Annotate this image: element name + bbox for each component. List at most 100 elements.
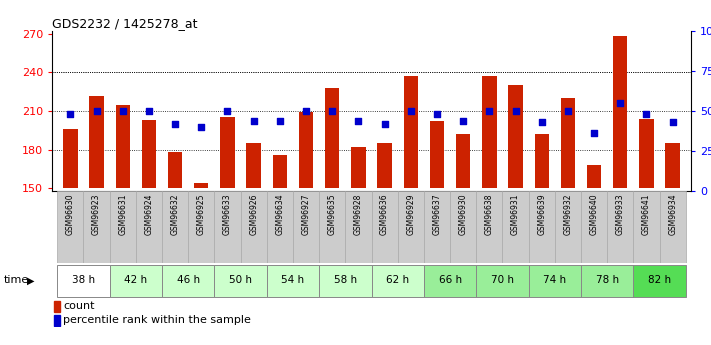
Point [196,124,207,130]
Text: GSM96640: GSM96640 [589,193,599,235]
Point [589,131,600,136]
Bar [372,191,397,263]
Bar [561,98,575,188]
Bar [83,191,109,263]
Text: 70 h: 70 h [491,275,514,285]
Bar [136,191,162,263]
Bar [54,301,60,312]
Text: GSM96630: GSM96630 [66,193,75,235]
Bar [299,112,314,188]
Bar [162,191,188,263]
Text: 58 h: 58 h [333,275,357,285]
Bar [424,265,476,297]
Bar [115,105,130,188]
Bar [267,191,293,263]
Bar [319,191,346,263]
Bar [660,191,686,263]
Text: 78 h: 78 h [596,275,619,285]
Bar [607,191,634,263]
Bar [215,265,267,297]
Bar [508,85,523,188]
Text: GDS2232 / 1425278_at: GDS2232 / 1425278_at [52,17,198,30]
Text: 50 h: 50 h [229,275,252,285]
Bar [194,183,208,188]
Bar [476,265,529,297]
Bar [247,143,261,188]
Bar [397,191,424,263]
Text: GSM96934: GSM96934 [668,193,677,235]
Bar [581,191,607,263]
Bar [58,191,83,263]
Bar [482,76,496,188]
Text: GSM96636: GSM96636 [380,193,389,235]
Bar [429,121,444,188]
Point [248,118,260,124]
Text: 82 h: 82 h [648,275,671,285]
Bar [503,191,529,263]
Bar [639,119,653,188]
Text: 46 h: 46 h [176,275,200,285]
Point [143,108,154,114]
Bar [240,191,267,263]
Text: GSM96928: GSM96928 [354,193,363,235]
Bar [168,152,182,188]
Point [274,118,286,124]
Text: GSM96635: GSM96635 [328,193,337,235]
Text: 62 h: 62 h [386,275,410,285]
Bar [188,191,215,263]
Text: GSM96933: GSM96933 [616,193,625,235]
Bar [63,129,77,188]
Text: GSM96631: GSM96631 [118,193,127,235]
Bar [215,191,240,263]
Text: GSM96637: GSM96637 [432,193,442,235]
Bar [555,191,581,263]
Bar [587,165,602,188]
Bar [372,265,424,297]
Bar [319,265,372,297]
Point [326,108,338,114]
Bar [325,88,339,188]
Bar [220,117,235,188]
Bar [404,76,418,188]
Text: GSM96924: GSM96924 [144,193,154,235]
Bar [613,36,628,188]
Point [641,111,652,117]
Bar [581,265,634,297]
Point [457,118,469,124]
Point [562,108,574,114]
Text: GSM96930: GSM96930 [459,193,468,235]
Point [169,121,181,127]
Bar [109,191,136,263]
Bar [109,265,162,297]
Bar [54,315,60,326]
Text: GSM96926: GSM96926 [249,193,258,235]
Text: GSM96929: GSM96929 [406,193,415,235]
Point [65,111,76,117]
Bar [456,134,471,188]
Point [405,108,417,114]
Point [667,119,678,125]
Bar [424,191,450,263]
Text: percentile rank within the sample: percentile rank within the sample [63,315,251,325]
Bar [162,265,215,297]
Bar [450,191,476,263]
Text: 54 h: 54 h [282,275,304,285]
Bar [267,265,319,297]
Text: GSM96925: GSM96925 [197,193,205,235]
Bar [293,191,319,263]
Text: 38 h: 38 h [72,275,95,285]
Bar [58,265,109,297]
Text: GSM96633: GSM96633 [223,193,232,235]
Bar [535,134,549,188]
Bar [634,265,686,297]
Bar [634,191,660,263]
Text: 42 h: 42 h [124,275,147,285]
Point [510,108,521,114]
Point [353,118,364,124]
Text: GSM96638: GSM96638 [485,193,494,235]
Text: GSM96927: GSM96927 [301,193,311,235]
Text: time: time [4,275,29,285]
Text: 74 h: 74 h [543,275,567,285]
Point [614,100,626,106]
Bar [476,191,503,263]
